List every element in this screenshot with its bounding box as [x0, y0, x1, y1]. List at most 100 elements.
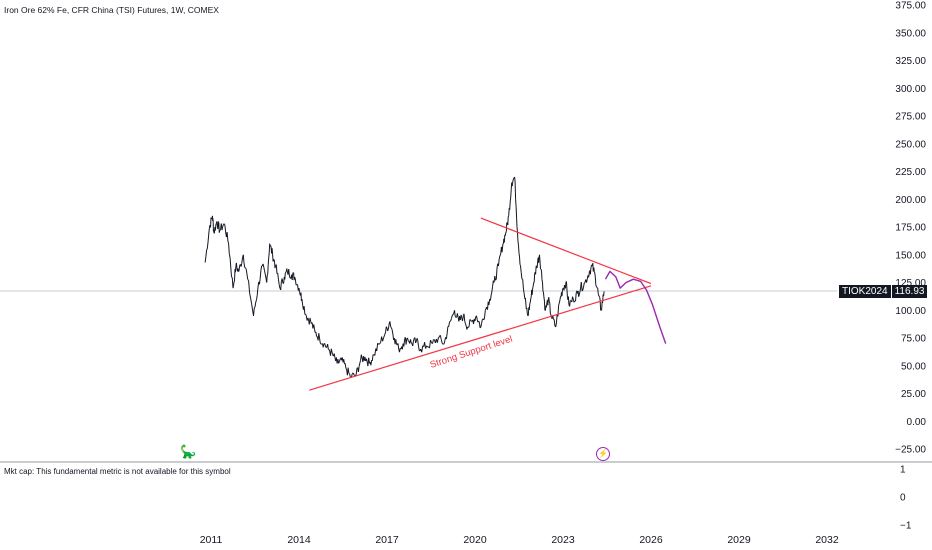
price-bar: [285, 271, 287, 273]
price-bar: [330, 348, 333, 353]
price-bar: [206, 248, 208, 251]
dinosaur-icon[interactable]: 🦕: [180, 444, 197, 459]
price-bar: [383, 334, 386, 338]
price-bar: [484, 310, 486, 319]
price-bar: [410, 342, 413, 344]
price-bar: [531, 288, 534, 295]
price-bar: [284, 271, 287, 274]
price-bar: [603, 291, 605, 297]
price-bar: [579, 290, 581, 294]
price-bar: [349, 373, 351, 378]
price-bar: [566, 288, 568, 297]
price-bar: [541, 270, 543, 280]
price-bar: [448, 321, 451, 327]
price-bar: [416, 338, 419, 342]
price-bar: [233, 282, 235, 286]
price-bar: [355, 368, 358, 375]
price-bar: [331, 351, 334, 355]
price-bar: [474, 316, 477, 322]
price-bar: [224, 225, 227, 233]
price-bar: [214, 224, 217, 231]
price-bar: [410, 339, 412, 343]
price-bar: [451, 314, 453, 319]
price-bar: [523, 293, 526, 300]
price-bar: [250, 298, 253, 304]
price-bar: [313, 324, 315, 329]
price-bar: [599, 297, 601, 301]
lightning-icon[interactable]: ⚡: [596, 447, 610, 461]
price-bar: [550, 314, 552, 317]
price-bar: [506, 222, 508, 224]
price-bar: [405, 338, 408, 345]
price-bar: [327, 348, 330, 351]
price-bar: [545, 302, 548, 308]
price-bar: [328, 349, 331, 352]
price-bar: [246, 273, 249, 280]
price-bar: [357, 366, 360, 372]
price-bar: [366, 358, 368, 363]
price-bar: [501, 243, 504, 253]
price-bar: [253, 306, 256, 309]
price-bar: [348, 372, 350, 375]
price-bar: [343, 359, 345, 365]
price-bar: [521, 278, 523, 280]
price-bar: [590, 265, 592, 269]
price-bar: [460, 314, 463, 319]
price-bar: [272, 259, 275, 262]
price-bar: [338, 359, 341, 363]
price-bar: [390, 326, 392, 329]
price-bar: [233, 280, 235, 283]
price-bar: [286, 268, 288, 272]
price-bar: [354, 374, 357, 376]
price-bar: [495, 278, 497, 281]
price-bar: [259, 270, 262, 280]
price-bar: [573, 300, 576, 303]
price-bar: [221, 226, 224, 231]
price-bar: [278, 279, 280, 285]
price-bar: [513, 177, 515, 179]
price-bar: [382, 337, 385, 342]
price-bar: [564, 282, 567, 289]
price-bar: [505, 231, 507, 233]
price-bar: [210, 217, 212, 228]
price-bar: [465, 323, 467, 326]
price-bar: [313, 328, 316, 333]
price-bar: [476, 315, 478, 320]
price-bar: [580, 282, 583, 292]
price-bar: [277, 273, 279, 280]
price-bar: [264, 270, 266, 275]
price-bar: [266, 274, 269, 276]
price-bar: [525, 302, 527, 309]
price-bar: [226, 232, 229, 241]
price-bar: [237, 268, 239, 272]
price-bar: [322, 343, 325, 348]
price-bar: [222, 224, 224, 227]
price-bar: [258, 279, 261, 285]
price-bar: [582, 286, 584, 291]
x-tick-label: 2032: [815, 534, 839, 546]
price-bar: [569, 300, 571, 307]
price-bar: [371, 354, 374, 361]
price-bar: [519, 264, 521, 267]
price-bar: [529, 299, 532, 303]
price-bar: [579, 288, 582, 292]
price-bar: [532, 285, 534, 289]
price-bar: [530, 296, 532, 300]
y-tick-label: 375.00: [895, 1, 926, 12]
price-bar: [377, 342, 380, 345]
price-bar: [251, 303, 254, 311]
price-bar: [430, 339, 432, 343]
price-bar: [598, 295, 600, 297]
price-bar: [426, 345, 428, 348]
price-bar: [440, 339, 443, 344]
price-bar: [421, 345, 424, 353]
price-bar: [242, 254, 245, 263]
price-bar: [540, 268, 542, 272]
price-bar: [468, 319, 471, 327]
price-bar: [543, 296, 545, 301]
price-bar: [245, 269, 248, 274]
resistance-trendline: [480, 217, 652, 285]
price-bar: [267, 264, 269, 275]
price-bar: [327, 344, 329, 350]
